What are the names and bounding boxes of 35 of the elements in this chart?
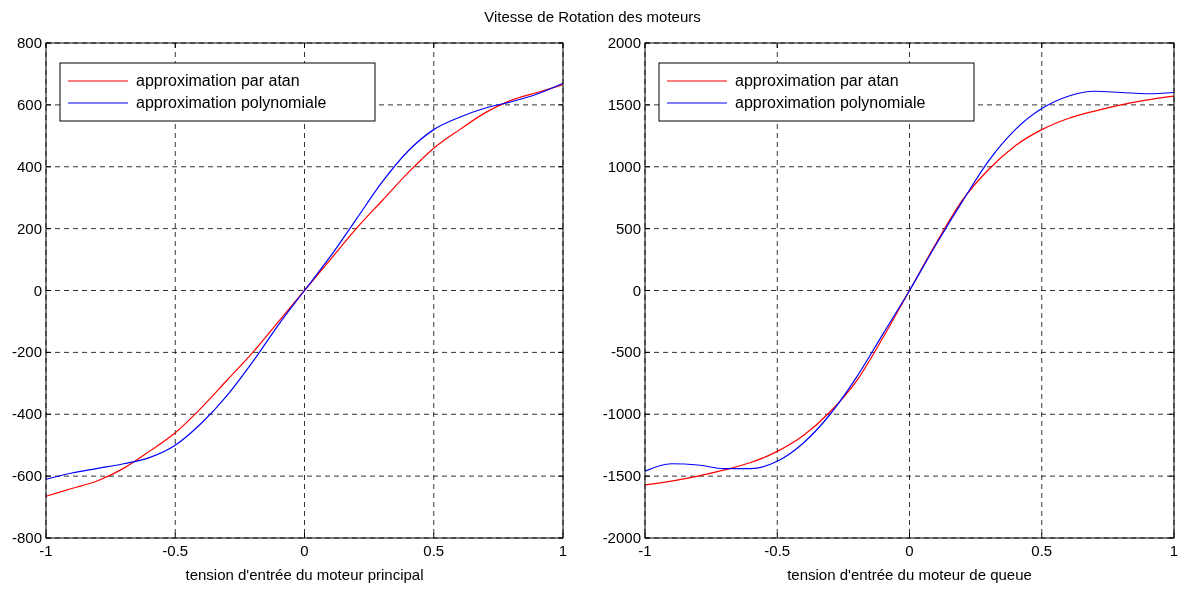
x-tick-label: 0 — [300, 542, 309, 559]
legend-label: approximation par atan — [735, 72, 899, 89]
y-tick-label: -200 — [11, 343, 42, 361]
y-tick-label: 0 — [33, 281, 42, 299]
x-tick-label: -1 — [39, 542, 53, 559]
x-axis-title: tension d'entrée du moteur principal — [185, 566, 424, 583]
y-tick-label: -2000 — [602, 529, 641, 546]
y-tick-label: 1500 — [607, 95, 641, 113]
legend-label: approximation polynomiale — [735, 94, 926, 111]
x-tick-label: -0.5 — [764, 542, 791, 559]
x-tick-label: 0.5 — [1031, 542, 1053, 559]
x-tick-label: 0.5 — [423, 542, 445, 559]
x-axis-title: tension d'entrée du moteur de queue — [787, 566, 1032, 583]
legend-label: approximation polynomiale — [136, 94, 327, 111]
y-tick-label: 0 — [632, 281, 641, 299]
y-tick-label: -1500 — [602, 467, 641, 485]
x-tick-label: 1 — [558, 542, 568, 559]
y-tick-label: 800 — [16, 34, 42, 51]
y-tick-label: -400 — [11, 405, 42, 423]
y-tick-label: 200 — [16, 219, 42, 237]
x-tick-label: 1 — [1169, 542, 1179, 559]
y-tick-label: -500 — [610, 343, 641, 361]
y-tick-label: 400 — [16, 157, 42, 175]
y-tick-label: 600 — [16, 95, 42, 113]
y-tick-label: 2000 — [607, 34, 641, 51]
x-tick-label: -1 — [638, 542, 652, 559]
y-tick-label: 500 — [615, 219, 641, 237]
x-tick-label: 0 — [905, 542, 914, 559]
x-tick-label: -0.5 — [162, 542, 189, 559]
y-tick-label: -1000 — [602, 405, 641, 423]
y-tick-label: -800 — [11, 529, 42, 546]
y-tick-label: 1000 — [607, 157, 641, 175]
legend-label: approximation par atan — [136, 72, 300, 89]
chart-title: Vitesse de Rotation des moteurs — [484, 8, 701, 25]
y-tick-label: -600 — [11, 467, 42, 485]
